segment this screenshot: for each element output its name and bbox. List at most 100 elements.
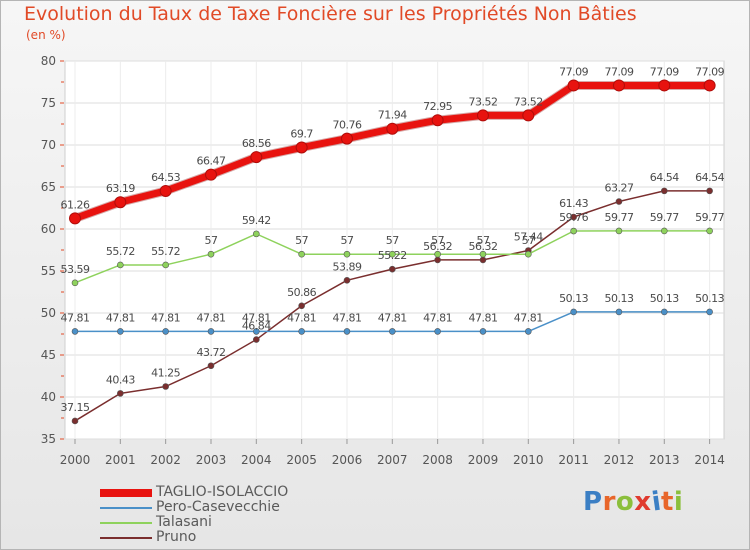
data-point — [71, 328, 79, 335]
data-point — [479, 256, 487, 264]
data-label: 63.27 — [604, 182, 633, 195]
data-point — [250, 151, 263, 164]
data-point — [703, 79, 716, 92]
data-label: 47.81 — [378, 311, 407, 324]
x-tick-label: 2011 — [558, 453, 589, 467]
data-label: 68.56 — [242, 137, 271, 150]
data-label: 57.44 — [514, 231, 543, 244]
data-label: 50.13 — [604, 292, 633, 305]
logo-letter: r — [602, 487, 616, 517]
data-label: 47.81 — [106, 311, 135, 324]
data-label: 47.81 — [332, 311, 361, 324]
data-point — [524, 250, 532, 258]
data-label: 47.81 — [423, 311, 452, 324]
data-point — [343, 250, 351, 258]
data-label: 64.54 — [650, 171, 679, 184]
x-tick-label: 2000 — [60, 453, 91, 467]
data-point — [389, 265, 396, 273]
data-point — [253, 230, 260, 238]
data-point — [615, 198, 623, 205]
x-tick-label: 2006 — [332, 453, 363, 467]
logo-letter: t — [660, 487, 674, 517]
data-label: 77.09 — [604, 65, 633, 78]
data-label: 55.22 — [378, 249, 407, 262]
data-point — [298, 328, 305, 335]
data-label: 70.76 — [332, 119, 361, 132]
data-point — [479, 250, 487, 258]
data-point — [434, 250, 441, 258]
x-tick-label: 2009 — [468, 453, 499, 467]
x-tick-label: 2001 — [105, 453, 136, 467]
y-tick-label: 80 — [41, 54, 56, 68]
data-point — [434, 328, 441, 335]
data-point — [658, 79, 671, 92]
data-label: 55.72 — [151, 245, 180, 258]
data-point — [706, 227, 713, 235]
data-point — [615, 308, 623, 316]
data-label: 47.81 — [196, 311, 225, 324]
data-point — [69, 212, 81, 225]
y-tick-label: 35 — [41, 432, 56, 446]
data-label: 57 — [431, 234, 444, 247]
data-point — [162, 383, 169, 390]
legend-swatch — [100, 507, 152, 509]
data-point — [706, 308, 713, 316]
legend-swatch — [100, 522, 152, 524]
logo-letter: P — [583, 487, 603, 517]
data-label: 43.72 — [196, 346, 225, 359]
data-point — [207, 328, 215, 335]
y-tick-label: 45 — [41, 348, 56, 362]
x-tick-label: 2003 — [196, 453, 227, 467]
data-point — [434, 256, 441, 264]
data-point — [570, 308, 577, 316]
data-label: 55.72 — [106, 245, 135, 258]
legend-label: Pruno — [156, 529, 197, 545]
data-label: 47.81 — [242, 311, 271, 324]
data-label: 77.09 — [650, 65, 679, 78]
data-point — [389, 328, 396, 335]
data-point — [159, 184, 172, 197]
data-label: 59.76 — [559, 211, 588, 224]
data-point — [204, 168, 217, 181]
x-tick-label: 2002 — [150, 453, 181, 467]
data-label: 40.43 — [106, 373, 135, 386]
data-point — [386, 122, 399, 135]
data-point — [71, 279, 79, 287]
data-point — [117, 390, 124, 397]
data-point — [71, 417, 79, 425]
data-point — [612, 79, 625, 92]
data-point — [343, 328, 351, 335]
data-label: 56.32 — [423, 240, 452, 253]
data-point — [524, 328, 532, 335]
data-point — [162, 261, 169, 269]
logo-letter: i — [673, 487, 684, 517]
data-point — [660, 187, 668, 195]
legend-swatch — [100, 489, 152, 497]
data-point — [567, 79, 580, 92]
data-point — [476, 109, 489, 122]
data-label: 77.09 — [559, 65, 588, 78]
data-point — [207, 250, 215, 258]
data-point — [660, 227, 668, 235]
data-point — [522, 109, 535, 122]
y-tick-label: 70 — [41, 138, 56, 152]
data-label: 47.81 — [468, 311, 497, 324]
data-label: 47.81 — [287, 311, 316, 324]
data-point — [615, 227, 623, 235]
logo-letter: o — [615, 487, 635, 517]
data-label: 71.94 — [378, 109, 407, 122]
data-label: 37.15 — [61, 401, 90, 414]
data-point — [117, 261, 124, 269]
data-point — [660, 308, 668, 316]
data-label: 53.59 — [61, 263, 90, 276]
data-point — [343, 277, 351, 284]
data-label: 56.32 — [468, 240, 497, 253]
data-label: 47.81 — [151, 311, 180, 324]
data-point — [570, 227, 577, 235]
data-label: 41.25 — [151, 367, 180, 380]
data-label: 59.77 — [695, 211, 724, 224]
x-tick-label: 2013 — [649, 453, 680, 467]
data-point — [706, 187, 713, 195]
data-label: 59.42 — [242, 214, 271, 227]
chart-title: Evolution du Taux de Taxe Foncière sur l… — [24, 3, 637, 25]
